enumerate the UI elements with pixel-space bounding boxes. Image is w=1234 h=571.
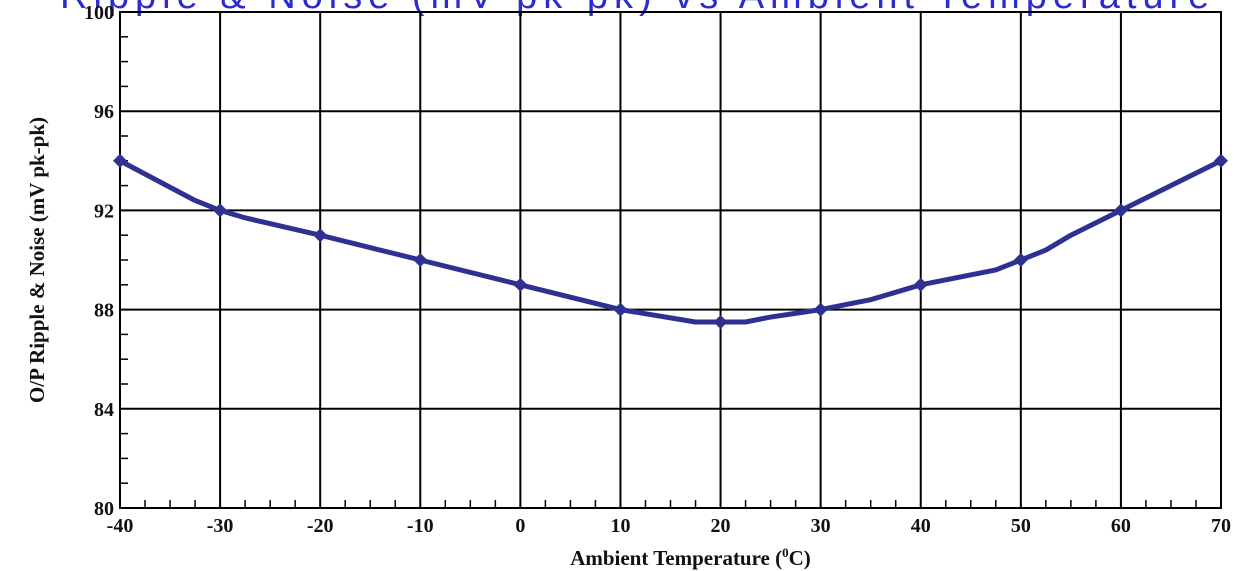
x-axis-label-unit-close: C) <box>789 546 811 570</box>
data-point-marker <box>1013 253 1028 267</box>
y-tick-label: 100 <box>84 2 114 24</box>
y-tick-labels: 80 84 88 92 96 100 <box>84 2 114 520</box>
data-point-marker <box>613 302 628 317</box>
y-tick-label: 80 <box>94 498 114 520</box>
x-axis-label-main: Ambient Temperature <box>570 546 770 570</box>
x-tick-label: -20 <box>307 515 334 537</box>
x-axis-label: Ambient Temperature (0C) <box>570 545 811 570</box>
x-axis-label-unit-sup: 0 <box>782 545 789 560</box>
plot-frame <box>119 11 1222 509</box>
x-tick-label: -10 <box>407 515 434 537</box>
data-point-marker <box>713 315 728 329</box>
x-tick-label: 40 <box>911 515 931 537</box>
data-point-marker <box>1113 203 1128 218</box>
data-point-marker <box>813 302 828 317</box>
x-axis-label-unit-open: ( <box>770 546 782 570</box>
y-tick-label: 96 <box>94 101 114 123</box>
y-tick-label: 92 <box>94 200 114 222</box>
data-point-marker <box>413 253 428 267</box>
x-tick-label: -30 <box>207 515 234 537</box>
y-tick-label: 84 <box>94 399 114 421</box>
series-line <box>117 158 1224 325</box>
data-point-marker <box>513 277 528 292</box>
x-tick-label: 30 <box>811 515 831 537</box>
y-axis-label: O/P Ripple & Noise (mV pk-pk) <box>25 117 49 403</box>
x-tick-label: 70 <box>1211 515 1231 537</box>
x-tick-label: -40 <box>107 515 134 537</box>
data-point-marker <box>113 153 127 168</box>
minor-ticks <box>120 36 1197 508</box>
data-point-marker <box>313 228 328 243</box>
data-point-marker <box>1214 153 1228 168</box>
x-tick-label: 20 <box>711 515 731 537</box>
data-point-marker <box>213 203 228 218</box>
x-tick-label: 0 <box>515 515 525 537</box>
y-tick-label: 88 <box>94 300 114 322</box>
x-tick-label: 60 <box>1111 515 1131 537</box>
grid-lines <box>119 11 1222 509</box>
x-tick-labels: -40 -30 -20 -10 0 10 20 30 40 50 60 70 <box>107 515 1231 537</box>
x-tick-label: 50 <box>1011 515 1031 537</box>
series-group <box>113 153 1228 329</box>
x-tick-label: 10 <box>610 515 630 537</box>
data-point-marker <box>913 277 928 292</box>
